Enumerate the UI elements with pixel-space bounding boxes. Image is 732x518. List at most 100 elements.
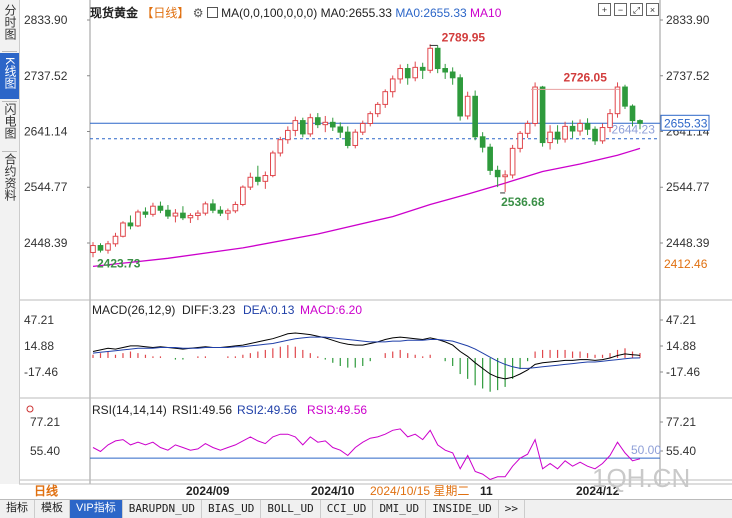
rsi-tick-label-right: 55.40 (666, 444, 696, 458)
candle-body (210, 203, 216, 211)
instrument-title: 现货黄金 (90, 6, 139, 20)
last-price-tag: 2655.33 (664, 116, 708, 130)
candle-body (90, 245, 96, 253)
ma0-line (92, 147, 641, 268)
price-tick-label-right: 2737.52 (666, 69, 710, 83)
rsi-midline-label: 50.00 (631, 443, 661, 457)
macd-name: MACD(26,12,9) (92, 303, 175, 317)
last-price-tag-box (660, 114, 710, 131)
ma-params: MA(0,0,100,0,0,0) (221, 6, 318, 20)
candle-body (599, 127, 606, 142)
candle-body (607, 113, 613, 129)
macd-tick-label-left: 47.21 (24, 313, 54, 327)
candle-body (404, 68, 411, 79)
rsi-line (92, 428, 641, 481)
candle-body (427, 47, 434, 71)
tab-cci-ud[interactable]: CCI_UD (321, 500, 374, 518)
candle-body (464, 95, 471, 117)
ma0-value-b: MA0:2655.33 (395, 6, 467, 20)
candle-body (479, 136, 486, 148)
close-icon[interactable]: × (646, 3, 659, 16)
candle-body (187, 214, 194, 219)
period-button: 日线 (34, 483, 58, 498)
candle-body (195, 212, 201, 216)
candle-body (562, 125, 568, 140)
candle-body (472, 95, 478, 138)
price-tick-label-left: 2833.90 (24, 13, 68, 27)
candle-body (524, 122, 531, 134)
side-tab-bar: 分时图 K线图 闪电图 合约资料 (0, 0, 20, 484)
candle-body (299, 120, 306, 135)
candle-body (112, 235, 119, 245)
side-tab-timeshare[interactable]: 分时图 (3, 4, 17, 40)
candle-body (517, 132, 523, 149)
x-tick-label: 2024/09 (186, 484, 230, 498)
candle-body (165, 209, 171, 217)
x-tick-label: 2024/10 (311, 484, 355, 498)
candle-body (352, 131, 359, 146)
candle-body (367, 113, 374, 124)
tab-boll-ud[interactable]: BOLL_UD (261, 500, 321, 518)
candle-body (255, 176, 261, 182)
price-tick-label-right: 2833.90 (666, 13, 710, 27)
macd-dea-line (92, 336, 641, 369)
candle-body (180, 212, 186, 219)
candle-body (202, 203, 209, 214)
tab-more[interactable]: >> (499, 500, 526, 518)
candle-body (322, 121, 329, 126)
candle-body (629, 105, 636, 122)
rsi-tick-label-right: 77.21 (666, 415, 696, 429)
candle-body (539, 86, 546, 144)
period-label[interactable]: 【日线】 (141, 6, 190, 20)
side-tab-lightning[interactable]: 闪电图 (3, 103, 17, 139)
candle-body (240, 186, 246, 205)
settings-icon[interactable]: ⚙ (192, 6, 204, 20)
rsi2-value: RSI2:49.56 (237, 403, 297, 417)
ma-toggle-icon[interactable] (206, 7, 218, 18)
candle-body (344, 131, 351, 146)
rsi-tick-label-left: 77.21 (30, 415, 60, 429)
candle-body (509, 147, 516, 176)
macd-tick-label-left: 14.88 (24, 339, 54, 353)
candle-body (105, 243, 111, 251)
candle-body (284, 129, 291, 141)
cursor-date-label: 2024/10/15 星期二 (370, 484, 469, 498)
add-icon[interactable]: + (598, 3, 611, 16)
candle-body (532, 86, 538, 124)
side-tab-contract-info[interactable]: 合约资料 (3, 153, 17, 201)
candle-body (307, 117, 314, 135)
candle-body (135, 211, 141, 227)
x-tick-label: 2024/12 (576, 484, 620, 498)
candle-body (157, 205, 164, 211)
candle-body (172, 212, 179, 217)
candle-body (389, 78, 396, 93)
macd-tick-label-right: -17.46 (666, 365, 700, 379)
candle-body (262, 175, 269, 182)
candle-body (412, 66, 419, 79)
tab-inside-ud[interactable]: INSIDE_UD (426, 500, 499, 518)
chart-header: 现货黄金 【日线】 ⚙ MA(0,0,100,0,0,0) MA0:2655.3… (90, 4, 501, 21)
tab-dmi-ud[interactable]: DMI_UD (373, 500, 427, 518)
candle-body (329, 121, 336, 128)
candle-body (547, 131, 553, 144)
candle-body (397, 68, 404, 80)
tab-barupdn-ud[interactable]: BARUPDN_UD (123, 500, 202, 518)
candle-body (150, 205, 156, 215)
candle-body (554, 131, 561, 140)
candle-body (314, 117, 321, 126)
side-tab-kline[interactable]: K线图 (0, 53, 19, 99)
tab-vip-indicators[interactable]: VIP指标 (70, 500, 123, 518)
macd-diff-line (92, 332, 641, 380)
candle-body (449, 71, 456, 79)
tab-bias-ud[interactable]: BIAS_UD (202, 500, 262, 518)
tab-templates[interactable]: 模板 (35, 500, 70, 518)
tab-indicators[interactable]: 指标 (0, 500, 35, 518)
dashed-level-label: 2644.23 (612, 123, 656, 137)
candle-body (502, 174, 508, 178)
minus-icon[interactable]: − (614, 3, 627, 16)
macd-tick-label-right: 47.21 (666, 313, 696, 327)
period-button-bg[interactable] (30, 485, 66, 498)
candle-body (359, 122, 366, 133)
expand-icon[interactable]: ⤢ (630, 3, 643, 16)
